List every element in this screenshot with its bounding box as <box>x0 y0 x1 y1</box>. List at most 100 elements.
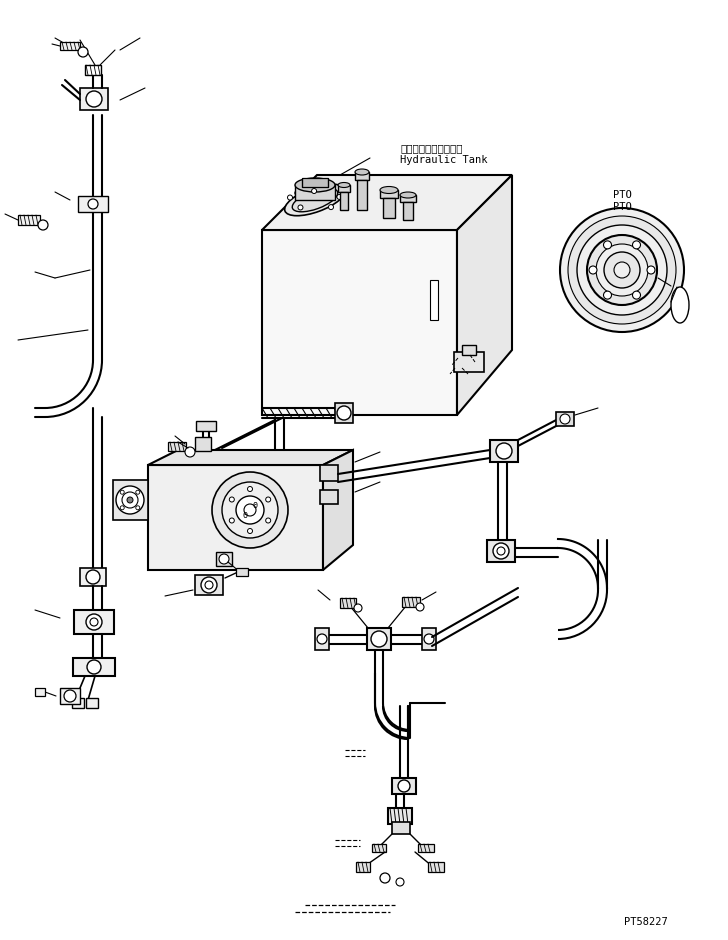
Bar <box>72 698 84 708</box>
Circle shape <box>120 506 124 509</box>
Circle shape <box>88 199 98 209</box>
Bar <box>35 688 45 696</box>
Circle shape <box>90 618 98 626</box>
Circle shape <box>288 195 293 200</box>
Circle shape <box>604 252 640 288</box>
Circle shape <box>647 266 655 274</box>
Circle shape <box>354 604 362 612</box>
Circle shape <box>38 220 48 230</box>
Bar <box>372 844 386 852</box>
Polygon shape <box>457 175 512 415</box>
Circle shape <box>560 208 684 332</box>
Bar <box>454 352 484 372</box>
Circle shape <box>122 492 138 508</box>
Bar <box>340 192 348 210</box>
Polygon shape <box>323 450 353 570</box>
Polygon shape <box>148 465 323 570</box>
Bar <box>302 178 328 187</box>
Circle shape <box>86 614 102 630</box>
Bar <box>403 202 413 220</box>
Circle shape <box>219 554 229 564</box>
Circle shape <box>587 235 657 305</box>
Circle shape <box>614 262 630 278</box>
Circle shape <box>64 690 76 702</box>
Circle shape <box>205 581 213 589</box>
Ellipse shape <box>338 182 350 187</box>
Bar <box>355 172 369 180</box>
Bar <box>380 190 398 198</box>
Text: Hydraulic Tank: Hydraulic Tank <box>400 155 488 165</box>
Circle shape <box>633 291 641 299</box>
Circle shape <box>229 497 234 502</box>
Circle shape <box>424 634 434 644</box>
Bar <box>195 575 223 595</box>
Bar <box>383 198 395 218</box>
Bar <box>400 195 416 202</box>
Ellipse shape <box>355 169 369 175</box>
Bar <box>315 628 329 650</box>
Circle shape <box>416 603 424 611</box>
Circle shape <box>120 491 124 494</box>
Bar <box>85 65 101 75</box>
Ellipse shape <box>292 188 338 212</box>
Circle shape <box>248 487 253 492</box>
Circle shape <box>127 497 133 503</box>
Ellipse shape <box>295 186 335 200</box>
Circle shape <box>248 528 253 534</box>
Circle shape <box>312 189 317 194</box>
Circle shape <box>201 577 217 593</box>
Ellipse shape <box>285 184 345 215</box>
Circle shape <box>604 291 612 299</box>
Circle shape <box>266 497 271 502</box>
Bar <box>320 490 338 504</box>
Polygon shape <box>262 175 512 230</box>
Text: PTO: PTO <box>613 202 631 212</box>
Bar <box>60 42 80 50</box>
Circle shape <box>371 631 387 647</box>
Circle shape <box>589 266 597 274</box>
Text: Θ: Θ <box>242 510 248 520</box>
Bar <box>18 215 40 225</box>
Circle shape <box>568 216 676 324</box>
Circle shape <box>604 241 612 249</box>
Polygon shape <box>148 450 353 465</box>
Circle shape <box>86 91 102 107</box>
Ellipse shape <box>671 287 689 323</box>
Circle shape <box>266 518 271 523</box>
Circle shape <box>596 244 648 296</box>
Circle shape <box>136 491 140 494</box>
Circle shape <box>497 547 505 555</box>
Text: PT58227: PT58227 <box>624 917 668 927</box>
Bar <box>392 822 410 834</box>
Circle shape <box>337 406 351 420</box>
Bar <box>86 698 98 708</box>
Bar <box>388 808 412 824</box>
Circle shape <box>577 225 667 315</box>
Polygon shape <box>113 480 148 520</box>
Circle shape <box>317 634 327 644</box>
Circle shape <box>244 504 256 516</box>
Text: ハイドロリックタンク: ハイドロリックタンク <box>400 143 462 153</box>
Bar <box>335 403 353 423</box>
Circle shape <box>396 878 404 886</box>
Bar <box>487 540 515 562</box>
Bar <box>295 185 335 200</box>
Circle shape <box>116 486 144 514</box>
Bar <box>430 280 438 320</box>
Circle shape <box>496 443 512 459</box>
Circle shape <box>222 482 278 538</box>
Bar <box>80 568 106 586</box>
Circle shape <box>229 518 234 523</box>
Bar <box>74 610 114 634</box>
Bar <box>462 345 476 355</box>
Circle shape <box>493 543 509 559</box>
Polygon shape <box>262 230 457 415</box>
Circle shape <box>136 506 140 509</box>
Bar <box>338 185 350 192</box>
Circle shape <box>78 47 88 57</box>
Circle shape <box>236 496 264 524</box>
Ellipse shape <box>400 192 416 198</box>
Bar <box>428 862 444 872</box>
Bar <box>216 552 232 566</box>
Bar <box>402 597 420 607</box>
